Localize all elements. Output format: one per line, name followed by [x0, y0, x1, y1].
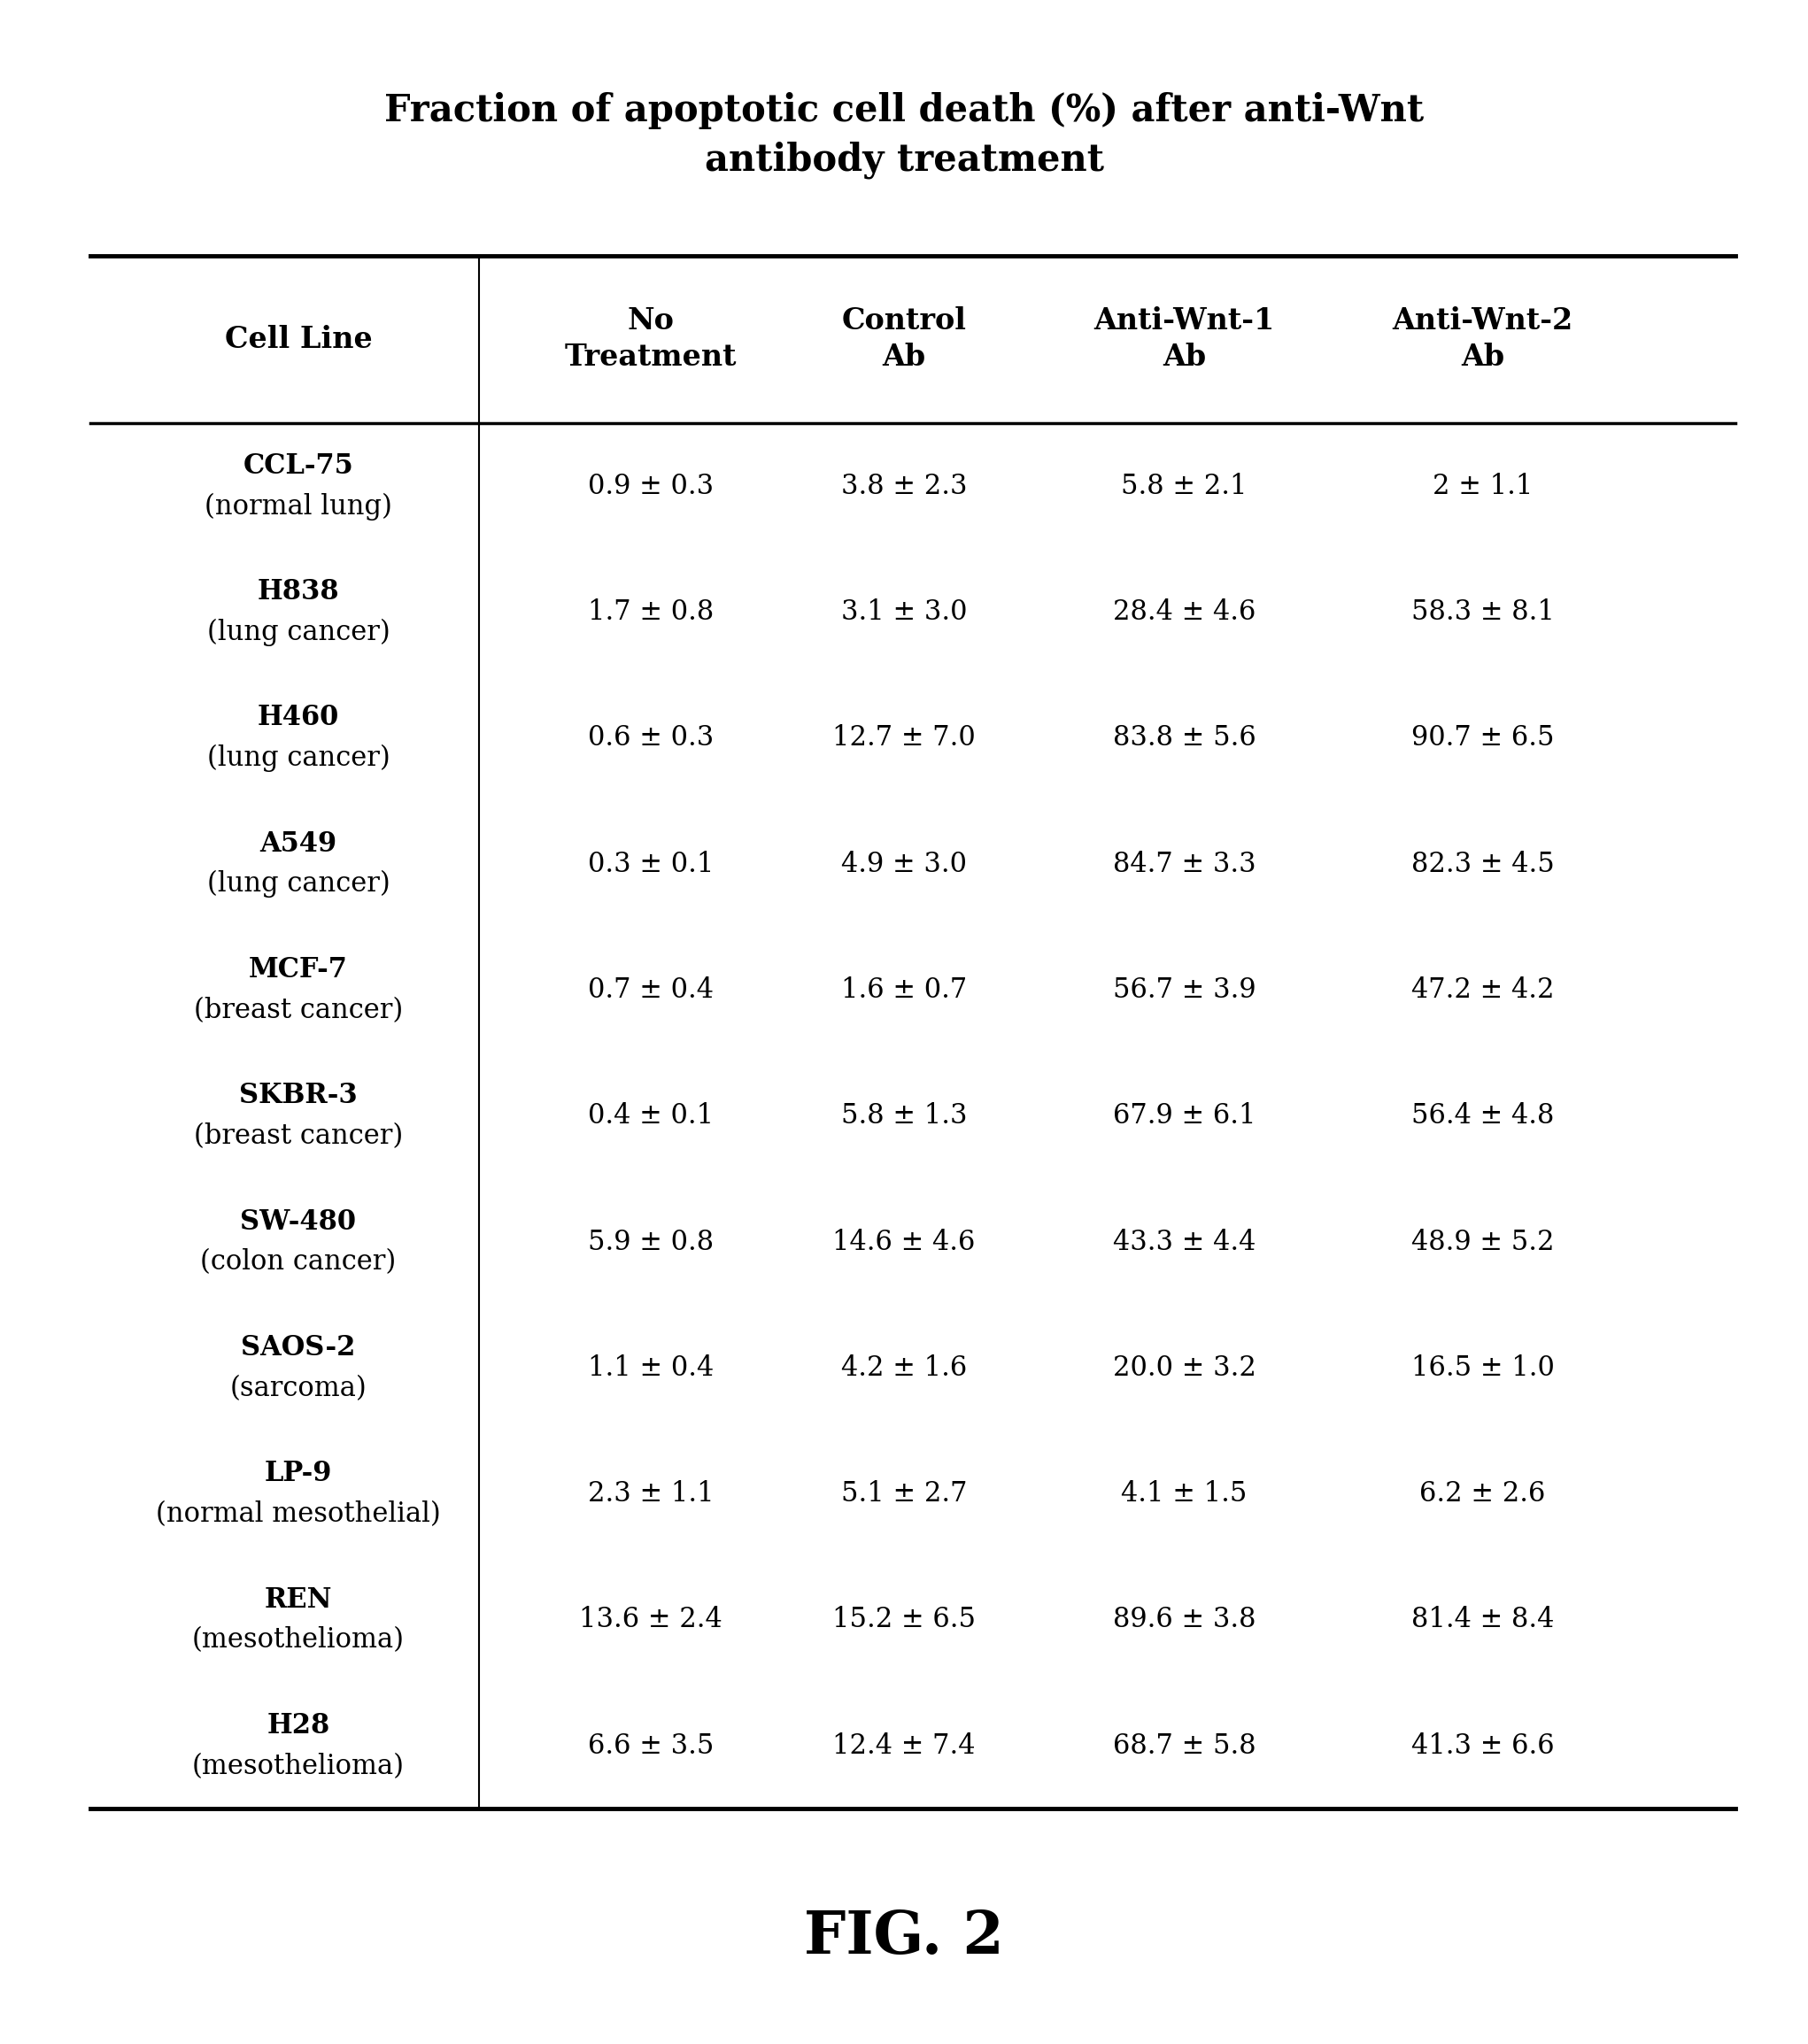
- Text: REN: REN: [264, 1586, 333, 1613]
- Text: 67.9 ± 6.1: 67.9 ± 6.1: [1112, 1102, 1257, 1130]
- Text: 5.8 ± 2.1: 5.8 ± 2.1: [1121, 472, 1248, 501]
- Text: 14.6 ± 4.6: 14.6 ± 4.6: [832, 1228, 976, 1255]
- Text: (breast cancer): (breast cancer): [193, 1122, 403, 1151]
- Text: 5.9 ± 0.8: 5.9 ± 0.8: [588, 1228, 714, 1255]
- Text: MCF-7: MCF-7: [250, 957, 347, 983]
- Text: 3.8 ± 2.3: 3.8 ± 2.3: [841, 472, 967, 501]
- Text: 1.1 ± 0.4: 1.1 ± 0.4: [588, 1355, 714, 1382]
- Text: 0.3 ± 0.1: 0.3 ± 0.1: [588, 850, 714, 877]
- Text: 20.0 ± 3.2: 20.0 ± 3.2: [1112, 1355, 1257, 1382]
- Text: 4.2 ± 1.6: 4.2 ± 1.6: [841, 1355, 967, 1382]
- Text: (lung cancer): (lung cancer): [206, 871, 391, 897]
- Text: 2 ± 1.1: 2 ± 1.1: [1432, 472, 1533, 501]
- Text: 1.6 ± 0.7: 1.6 ± 0.7: [841, 977, 967, 1004]
- Text: CCL-75: CCL-75: [242, 452, 354, 480]
- Text: (mesothelioma): (mesothelioma): [192, 1627, 405, 1654]
- Text: 12.4 ± 7.4: 12.4 ± 7.4: [832, 1731, 976, 1760]
- Text: 56.4 ± 4.8: 56.4 ± 4.8: [1410, 1102, 1555, 1130]
- Text: 6.2 ± 2.6: 6.2 ± 2.6: [1419, 1480, 1546, 1508]
- Text: (breast cancer): (breast cancer): [193, 997, 403, 1024]
- Text: 48.9 ± 5.2: 48.9 ± 5.2: [1410, 1228, 1555, 1255]
- Text: 1.7 ± 0.8: 1.7 ± 0.8: [588, 599, 714, 625]
- Text: Cell Line: Cell Line: [224, 325, 372, 354]
- Text: No
Treatment: No Treatment: [564, 307, 738, 372]
- Text: 47.2 ± 4.2: 47.2 ± 4.2: [1410, 977, 1555, 1004]
- Text: 43.3 ± 4.4: 43.3 ± 4.4: [1112, 1228, 1257, 1255]
- Text: H460: H460: [257, 705, 340, 732]
- Text: 82.3 ± 4.5: 82.3 ± 4.5: [1410, 850, 1555, 877]
- Text: Anti-Wnt-2
Ab: Anti-Wnt-2 Ab: [1392, 307, 1573, 372]
- Text: SW-480: SW-480: [240, 1208, 356, 1235]
- Text: 81.4 ± 8.4: 81.4 ± 8.4: [1410, 1607, 1555, 1633]
- Text: 0.6 ± 0.3: 0.6 ± 0.3: [588, 724, 714, 752]
- Text: (normal lung): (normal lung): [204, 493, 392, 519]
- Text: LP-9: LP-9: [264, 1459, 333, 1488]
- Text: 12.7 ± 7.0: 12.7 ± 7.0: [832, 724, 976, 752]
- Text: 4.9 ± 3.0: 4.9 ± 3.0: [841, 850, 967, 877]
- Text: Fraction of apoptotic cell death (%) after anti-Wnt
antibody treatment: Fraction of apoptotic cell death (%) aft…: [385, 92, 1423, 178]
- Text: Anti-Wnt-1
Ab: Anti-Wnt-1 Ab: [1094, 307, 1275, 372]
- Text: 89.6 ± 3.8: 89.6 ± 3.8: [1112, 1607, 1257, 1633]
- Text: 58.3 ± 8.1: 58.3 ± 8.1: [1410, 599, 1555, 625]
- Text: Control
Ab: Control Ab: [841, 307, 967, 372]
- Text: 0.7 ± 0.4: 0.7 ± 0.4: [588, 977, 714, 1004]
- Text: 4.1 ± 1.5: 4.1 ± 1.5: [1121, 1480, 1248, 1508]
- Text: H838: H838: [257, 578, 340, 605]
- Text: 0.9 ± 0.3: 0.9 ± 0.3: [588, 472, 714, 501]
- Text: 90.7 ± 6.5: 90.7 ± 6.5: [1410, 724, 1555, 752]
- Text: 68.7 ± 5.8: 68.7 ± 5.8: [1112, 1731, 1257, 1760]
- Text: (sarcoma): (sarcoma): [230, 1374, 367, 1402]
- Text: 28.4 ± 4.6: 28.4 ± 4.6: [1112, 599, 1257, 625]
- Text: H28: H28: [268, 1713, 329, 1739]
- Text: (lung cancer): (lung cancer): [206, 744, 391, 773]
- Text: FIG. 2: FIG. 2: [805, 1909, 1003, 1966]
- Text: (mesothelioma): (mesothelioma): [192, 1752, 405, 1780]
- Text: (normal mesothelial): (normal mesothelial): [155, 1500, 441, 1527]
- Text: SKBR-3: SKBR-3: [239, 1081, 358, 1110]
- Text: 2.3 ± 1.1: 2.3 ± 1.1: [588, 1480, 714, 1508]
- Text: 5.1 ± 2.7: 5.1 ± 2.7: [841, 1480, 967, 1508]
- Text: (colon cancer): (colon cancer): [201, 1249, 396, 1275]
- Text: 5.8 ± 1.3: 5.8 ± 1.3: [841, 1102, 967, 1130]
- Text: 0.4 ± 0.1: 0.4 ± 0.1: [588, 1102, 714, 1130]
- Text: 16.5 ± 1.0: 16.5 ± 1.0: [1410, 1355, 1555, 1382]
- Text: 41.3 ± 6.6: 41.3 ± 6.6: [1410, 1731, 1555, 1760]
- Text: 13.6 ± 2.4: 13.6 ± 2.4: [579, 1607, 723, 1633]
- Text: 84.7 ± 3.3: 84.7 ± 3.3: [1112, 850, 1257, 877]
- Text: 15.2 ± 6.5: 15.2 ± 6.5: [832, 1607, 976, 1633]
- Text: 56.7 ± 3.9: 56.7 ± 3.9: [1112, 977, 1257, 1004]
- Text: 83.8 ± 5.6: 83.8 ± 5.6: [1112, 724, 1257, 752]
- Text: A549: A549: [260, 830, 336, 858]
- Text: 3.1 ± 3.0: 3.1 ± 3.0: [841, 599, 967, 625]
- Text: 6.6 ± 3.5: 6.6 ± 3.5: [588, 1731, 714, 1760]
- Text: (lung cancer): (lung cancer): [206, 619, 391, 646]
- Text: SAOS-2: SAOS-2: [240, 1335, 356, 1361]
